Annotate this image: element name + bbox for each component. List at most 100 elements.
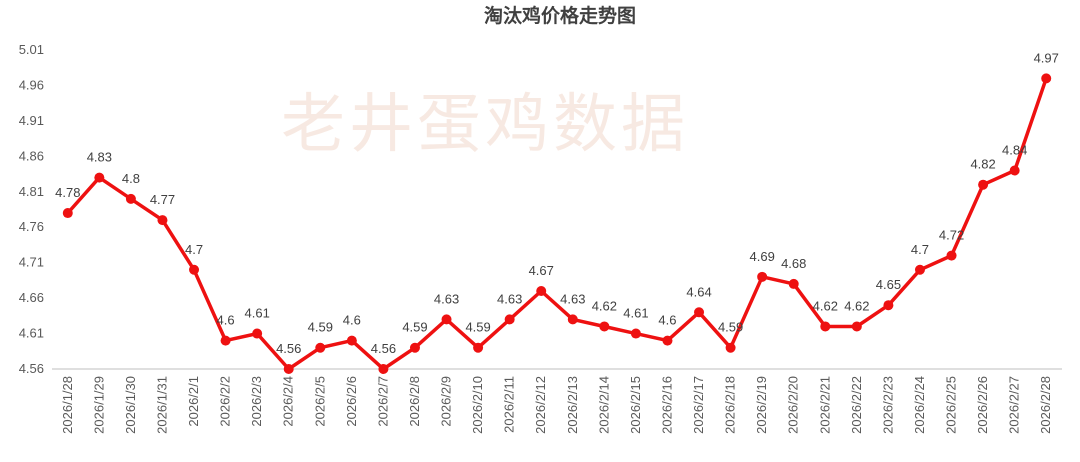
chart-title: 淘汰鸡价格走势图 bbox=[484, 4, 636, 27]
data-point bbox=[252, 328, 263, 339]
x-tick-label: 2026/2/2 bbox=[218, 376, 233, 427]
data-label: 4.7 bbox=[911, 242, 929, 257]
series-line bbox=[66, 76, 1048, 371]
x-tick-label: 2026/2/26 bbox=[975, 376, 990, 434]
data-label: 4.62 bbox=[844, 298, 869, 313]
x-tick-label: 2026/2/13 bbox=[565, 376, 580, 434]
data-point bbox=[125, 193, 136, 204]
x-tick-label: 2026/2/7 bbox=[375, 376, 390, 427]
y-tick-label: 5.01 bbox=[19, 42, 44, 57]
data-point bbox=[662, 335, 673, 346]
y-tick-label: 4.61 bbox=[19, 326, 44, 341]
data-label: 4.61 bbox=[623, 306, 648, 321]
data-label: 4.78 bbox=[55, 185, 80, 200]
data-point bbox=[725, 342, 736, 353]
data-label: 4.72 bbox=[939, 228, 964, 243]
x-tick-label: 2026/2/18 bbox=[723, 376, 738, 434]
x-tick-label: 2026/1/28 bbox=[60, 376, 75, 434]
data-label: 4.8 bbox=[122, 171, 140, 186]
data-label: 4.59 bbox=[718, 320, 743, 335]
x-tick-label: 2026/2/9 bbox=[439, 376, 454, 427]
data-point bbox=[599, 321, 610, 332]
data-point bbox=[1041, 73, 1052, 84]
y-tick-label: 4.76 bbox=[19, 219, 44, 234]
data-point bbox=[630, 328, 641, 339]
data-label: 4.67 bbox=[529, 263, 554, 278]
data-label: 4.82 bbox=[970, 157, 995, 172]
data-point bbox=[757, 271, 768, 282]
data-label: 4.65 bbox=[876, 277, 901, 292]
data-label: 4.7 bbox=[185, 242, 203, 257]
data-label: 4.63 bbox=[434, 291, 459, 306]
data-point bbox=[567, 314, 578, 325]
data-label: 4.56 bbox=[276, 341, 301, 356]
data-point bbox=[883, 300, 894, 311]
data-label: 4.69 bbox=[750, 249, 775, 264]
data-point bbox=[378, 364, 389, 374]
data-point bbox=[473, 342, 484, 353]
data-point bbox=[978, 179, 989, 190]
data-point bbox=[283, 364, 294, 374]
data-point bbox=[694, 307, 705, 318]
x-tick-label: 2026/2/25 bbox=[944, 376, 959, 434]
data-point bbox=[1009, 165, 1020, 176]
watermark: 老井蛋鸡数据 bbox=[281, 88, 689, 162]
x-tick-label: 2026/2/12 bbox=[533, 376, 548, 434]
x-tick-label: 2026/2/28 bbox=[1038, 376, 1053, 434]
data-point bbox=[409, 342, 420, 353]
data-label: 4.64 bbox=[686, 284, 711, 299]
x-axis: 2026/1/28 2026/1/29 2026/1/30 2026/1/31 2026… bbox=[60, 376, 1053, 434]
x-tick-label: 2026/1/31 bbox=[154, 376, 169, 434]
x-tick-label: 2026/2/24 bbox=[912, 376, 927, 434]
data-point bbox=[220, 335, 231, 346]
y-tick-label: 4.66 bbox=[19, 290, 44, 305]
data-label: 4.6 bbox=[217, 313, 235, 328]
data-label: 4.63 bbox=[560, 291, 585, 306]
x-tick-label: 2026/2/8 bbox=[407, 376, 422, 427]
x-tick-label: 2026/2/17 bbox=[691, 376, 706, 434]
y-tick-label: 4.81 bbox=[19, 184, 44, 199]
data-point bbox=[189, 264, 200, 275]
x-tick-label: 2026/2/10 bbox=[470, 376, 485, 434]
x-tick-label: 2026/2/16 bbox=[659, 376, 674, 434]
series-price bbox=[62, 73, 1052, 374]
data-point bbox=[946, 250, 957, 261]
data-point bbox=[346, 335, 357, 346]
data-label: 4.6 bbox=[658, 313, 676, 328]
x-tick-label: 2026/2/5 bbox=[312, 376, 327, 427]
x-tick-label: 2026/2/6 bbox=[344, 376, 359, 427]
data-point bbox=[851, 321, 862, 332]
x-tick-label: 2026/2/14 bbox=[596, 376, 611, 434]
y-tick-label: 4.56 bbox=[19, 361, 44, 376]
data-point bbox=[820, 321, 831, 332]
y-tick-label: 4.86 bbox=[19, 148, 44, 163]
data-label: 4.59 bbox=[308, 320, 333, 335]
x-tick-label: 2026/2/21 bbox=[817, 376, 832, 434]
data-label: 4.56 bbox=[371, 341, 396, 356]
x-tick-label: 2026/2/4 bbox=[281, 376, 296, 427]
y-tick-label: 4.96 bbox=[19, 77, 44, 92]
data-labels: 4.78 4.83 4.8 4.77 4.7 4.6 4.61 4.56 4.59 4.6 4.56… bbox=[55, 50, 1059, 356]
data-label: 4.83 bbox=[87, 150, 112, 165]
y-axis: 4.56 4.61 4.66 4.71 4.76 4.81 4.86 4.91 4.96 5.01 bbox=[19, 42, 44, 376]
data-label: 4.77 bbox=[150, 192, 175, 207]
data-label: 4.59 bbox=[465, 320, 490, 335]
data-point bbox=[441, 314, 452, 325]
data-label: 4.68 bbox=[781, 256, 806, 271]
data-label: 4.84 bbox=[1002, 143, 1027, 158]
x-tick-label: 2026/2/19 bbox=[754, 376, 769, 434]
data-point bbox=[536, 286, 547, 297]
data-point bbox=[914, 264, 925, 275]
x-tick-label: 2026/2/15 bbox=[628, 376, 643, 434]
data-label: 4.63 bbox=[497, 291, 522, 306]
x-tick-label: 2026/2/27 bbox=[1007, 376, 1022, 434]
data-label: 4.59 bbox=[402, 320, 427, 335]
data-point bbox=[788, 278, 799, 289]
x-tick-label: 2026/1/29 bbox=[91, 376, 106, 434]
data-point bbox=[504, 314, 515, 325]
x-tick-label: 2026/2/22 bbox=[849, 376, 864, 434]
data-point bbox=[94, 172, 105, 183]
data-point bbox=[157, 215, 168, 226]
